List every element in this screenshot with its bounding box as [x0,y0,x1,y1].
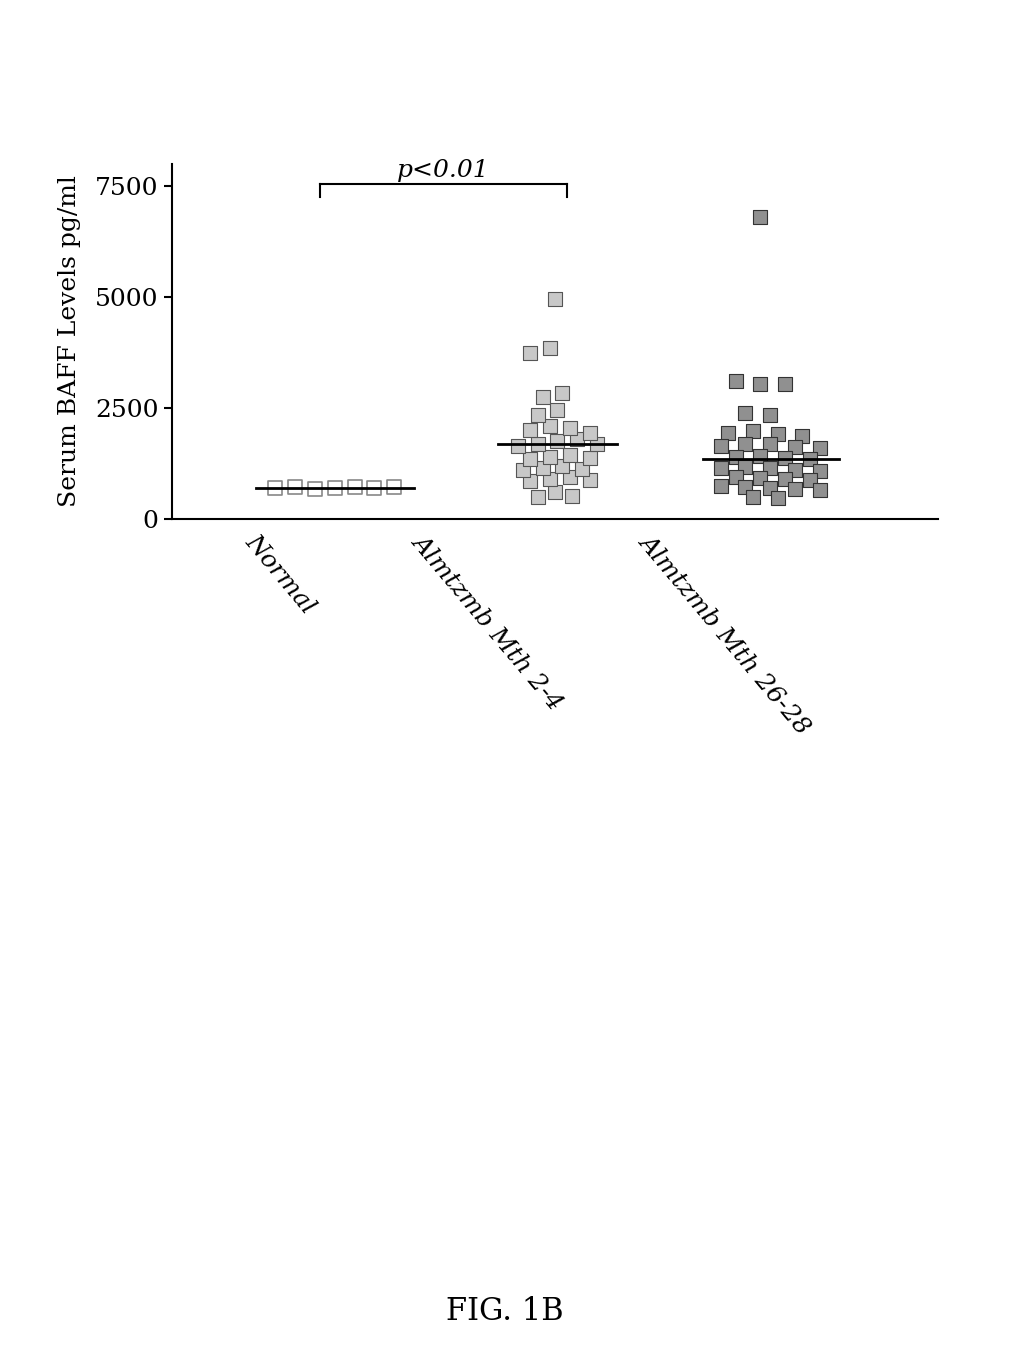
Text: p<0.01: p<0.01 [398,158,490,182]
Point [562,444,578,466]
Point [762,433,778,455]
Point [288,477,304,499]
Point [589,433,605,455]
Point [549,399,565,421]
Point [530,404,546,426]
Point [762,477,778,499]
Point [712,458,728,479]
Point [535,458,551,479]
Point [745,421,761,443]
Point [738,477,754,499]
Point [794,425,810,447]
Point [307,478,323,500]
Point [515,459,531,481]
Point [762,404,778,426]
Point [581,422,597,444]
Point [542,469,558,490]
Point [738,402,754,423]
Point [752,467,768,489]
Point [549,430,565,452]
Point [542,445,558,467]
Point [386,477,403,499]
Point [327,477,343,499]
Point [346,475,362,497]
Point [802,470,818,492]
Point [738,433,754,455]
Point [811,460,827,482]
Y-axis label: Serum BAFF Levels pg/ml: Serum BAFF Levels pg/ml [58,176,81,507]
Point [522,419,538,441]
Point [562,466,578,488]
Point [522,470,538,492]
Point [787,478,803,500]
Point [745,486,761,508]
Point [752,206,768,228]
Point [720,422,737,444]
Point [366,478,382,500]
Point [581,470,597,492]
Point [802,448,818,470]
Point [777,447,793,469]
Point [564,485,580,507]
Point [542,415,558,437]
Point [727,445,744,467]
Point [762,458,778,479]
Point [542,337,558,359]
Point [727,370,744,392]
Text: FIG. 1B: FIG. 1B [446,1296,563,1326]
Point [738,456,754,478]
Point [522,448,538,470]
Point [787,436,803,458]
Point [777,373,793,395]
Point [554,381,570,403]
Point [770,486,786,508]
Point [530,486,546,508]
Point [712,475,728,497]
Point [712,434,728,456]
Point [752,445,768,467]
Point [547,482,563,504]
Point [581,447,597,469]
Point [727,466,744,488]
Point [752,373,768,395]
Point [787,459,803,481]
Point [547,288,563,310]
Point [562,417,578,438]
Point [777,469,793,490]
Point [811,437,827,459]
Point [522,342,538,363]
Point [574,459,590,481]
Point [530,433,546,455]
Point [569,429,585,451]
Point [770,423,786,445]
Point [535,387,551,408]
Point [267,477,284,499]
Point [554,455,570,477]
Point [510,434,526,456]
Point [811,479,827,501]
